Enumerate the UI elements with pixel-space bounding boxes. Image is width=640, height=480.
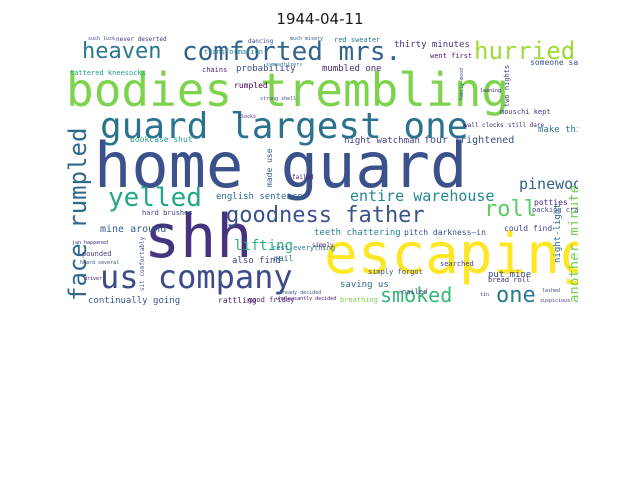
- word-bookcase-shut: bookcase shut: [130, 135, 193, 144]
- word-leaning: leaning: [480, 88, 502, 94]
- word-us-company: us company: [100, 258, 293, 296]
- word-entire-warehouse: entire warehouse: [350, 187, 495, 205]
- word-pounded: pounded: [82, 250, 112, 258]
- word-strong-shell: strong shell: [260, 96, 297, 102]
- word-mail: mail: [274, 254, 294, 263]
- word-shh: shh: [144, 202, 253, 272]
- word-rumpled: rumpled: [234, 81, 268, 90]
- word-lashed: lashed: [542, 288, 561, 294]
- word-still-dare: still dare: [508, 122, 545, 129]
- word-rattling: rattling: [218, 296, 257, 305]
- word-rest-everything: rest everything: [272, 244, 336, 252]
- word-already-decided: already decided: [276, 290, 322, 296]
- word-teeth-chattering: teeth chattering: [314, 228, 401, 238]
- word-suspicious: suspicious: [540, 298, 571, 304]
- word-yelled: yelled: [108, 183, 202, 213]
- word-tin: tin: [480, 292, 490, 298]
- word-went-first: went first: [430, 52, 473, 60]
- word-driver: driver: [84, 276, 103, 282]
- word-face-rumpled: face rumpled: [64, 127, 92, 301]
- word-made-use: made use: [265, 148, 274, 187]
- word-cloud: bodies trembling home guard shh escaping…: [64, 35, 578, 311]
- word-lifting: lifting: [234, 238, 294, 254]
- word-clocks: clocks: [238, 114, 257, 120]
- word-unpleasantly-decided: unpleasantly decided: [276, 296, 337, 302]
- word-smoked: smoked: [380, 283, 453, 307]
- word-put-mine: put mine: [488, 270, 532, 280]
- word-family-mood: family mood: [459, 67, 465, 101]
- word-goodness-father: goodness father: [226, 203, 425, 228]
- word-could-find: could find: [504, 224, 553, 233]
- word-make-things: make things: [538, 125, 578, 135]
- word-heard-several: heard several: [80, 260, 120, 266]
- word-packing-crate: packing crate: [532, 206, 578, 214]
- word-escaping: escaping: [324, 222, 578, 287]
- word-pinewood: pinewood: [519, 175, 578, 193]
- word-probability: probability: [236, 64, 296, 74]
- word-such-luck: such luck: [88, 36, 116, 42]
- word-english-sentence: english sentence: [216, 192, 303, 202]
- word-potties: potties: [534, 198, 568, 207]
- word-heaven: heaven: [82, 39, 162, 64]
- word-transformation: transformation: [204, 48, 264, 56]
- word-saving-us: saving us: [340, 280, 389, 290]
- word-never-deserted: never deserted: [116, 36, 167, 43]
- word-pitch-darkness: pitch darkness—in: [404, 228, 486, 237]
- word-bodies-trembling: bodies trembling: [66, 63, 510, 117]
- word-one: one: [496, 283, 536, 308]
- word-sit-comfortably: sit comfortably: [139, 236, 146, 291]
- word-dancing: dancing: [248, 38, 274, 45]
- word-continually-going: continually going: [88, 296, 181, 306]
- word-thirty-minutes: thirty minutes: [394, 40, 470, 50]
- word-jan-happened: jan happened: [72, 240, 109, 246]
- word-sympathizers: sympathizers: [266, 62, 303, 68]
- word-simply: simply: [312, 242, 334, 249]
- word-roll: roll: [484, 197, 537, 222]
- word-hurried: hurried: [474, 37, 576, 65]
- word-bread-roll: bread roll: [488, 276, 531, 284]
- word-failed: failed: [292, 174, 314, 181]
- word-searched: searched: [440, 260, 474, 268]
- word-another-minute: another minute: [567, 184, 578, 303]
- word-four-frightened: four frightened: [424, 135, 515, 146]
- word-much-misery: much misery: [290, 36, 324, 42]
- chart-title: 1944-04-11: [276, 10, 364, 28]
- word-also-find: also find: [232, 256, 281, 266]
- word-mumbled-one: mumbled one: [322, 64, 382, 74]
- word-chains: chains: [202, 66, 228, 74]
- word-breathing: breathing: [340, 296, 378, 304]
- word-someone-said: someone said: [530, 58, 578, 67]
- word-simply-forgot: simply forgot: [368, 268, 423, 276]
- word-comforted-mrs: comforted mrs.: [182, 37, 402, 67]
- word-home-guard: home guard: [94, 129, 468, 202]
- word-night-watchman: night watchman: [344, 136, 420, 146]
- word-hard-brushes: hard brushes: [142, 209, 193, 217]
- word-guard-largest-one: guard largest one: [100, 106, 469, 147]
- word-mine-around: mine around: [100, 224, 167, 235]
- word-two-nights: two nights: [503, 64, 511, 107]
- word-nailed: nailed: [402, 288, 428, 296]
- word-tattered-kneesocks: tattered kneesocks: [70, 69, 146, 77]
- word-wall-clocks: wall clocks: [464, 122, 504, 129]
- word-good-friday: good friday: [248, 296, 295, 304]
- word-mouschi-kept: mouschi kept: [500, 108, 551, 116]
- word-red-sweater: red sweater: [334, 36, 381, 44]
